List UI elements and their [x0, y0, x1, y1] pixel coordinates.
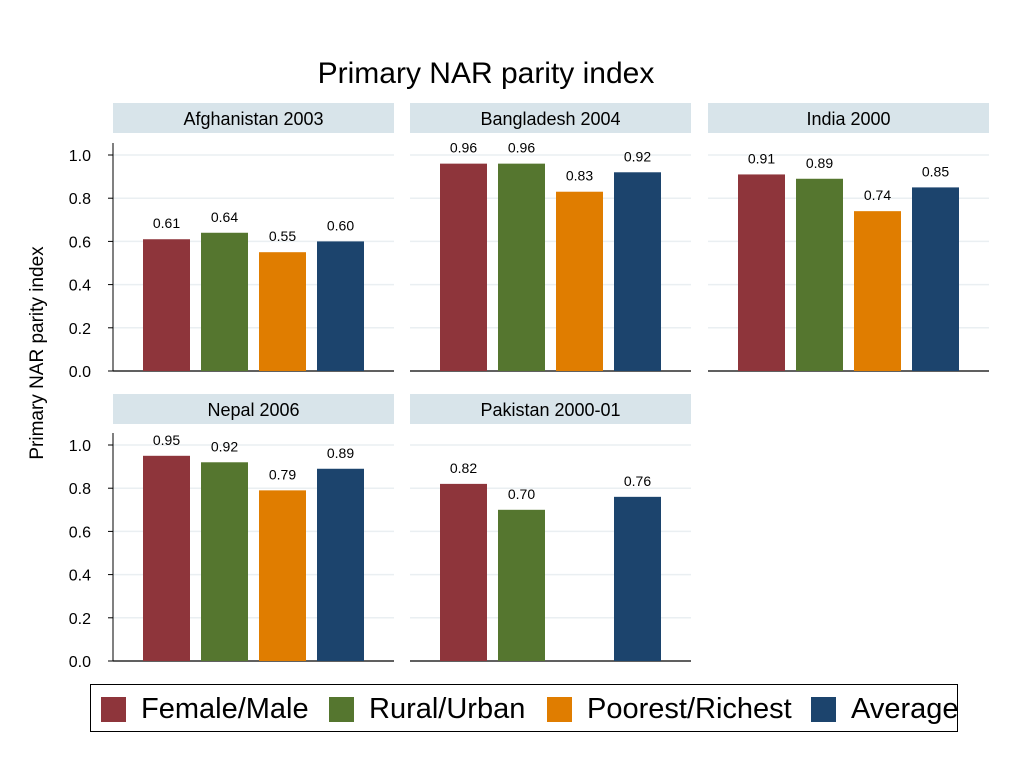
panel-title-bangladesh-2004: Bangladesh 2004	[480, 109, 620, 129]
y-tick-label: 1.0	[69, 148, 91, 165]
legend-item-average: Average	[811, 692, 959, 725]
legend-swatch-female-male	[101, 696, 126, 722]
chart-title: Primary NAR parity index	[318, 57, 655, 90]
data-label-nepal-2006-female-male: 0.95	[153, 432, 180, 448]
legend-item-poorest-richest: Poorest/Richest	[547, 692, 792, 725]
legend-label-rural-urban: Rural/Urban	[369, 692, 526, 725]
bar-pakistan-2000-01-average	[614, 496, 661, 661]
panel-title-afghanistan-2003: Afghanistan 2003	[183, 109, 323, 129]
panel-nepal-2006: Nepal 2006 0.0 0.2 0.4 0.6 0.8 1.0 0.95 0.92 0.79…	[69, 394, 394, 671]
panel-title-nepal-2006: Nepal 2006	[207, 400, 299, 420]
bar-pakistan-2000-01-rural-urban	[498, 509, 545, 661]
legend: Female/Male Rural/Urban Poorest/Richest …	[90, 684, 959, 732]
data-label-afghanistan-2003-poorest-richest: 0.55	[269, 228, 296, 244]
panel-title-pakistan-2000-01: Pakistan 2000-01	[480, 400, 620, 420]
data-label-india-2000-average: 0.85	[922, 163, 949, 179]
y-tick-label: 0.2	[69, 611, 91, 628]
panel-header-india-2000	[708, 103, 989, 133]
bar-nepal-2006-poorest-richest	[259, 490, 306, 661]
panels-group: Afghanistan 2003 0.0 0.2 0.4 0.6 0.8 1.0 0.61 0.…	[69, 103, 989, 671]
y-tick-label: 0.4	[69, 568, 91, 585]
bar-bangladesh-2004-rural-urban	[498, 163, 545, 371]
data-label-india-2000-poorest-richest: 0.74	[864, 187, 891, 203]
panel-title-india-2000: India 2000	[806, 109, 890, 129]
y-tick-label: 0.6	[69, 234, 91, 251]
bar-india-2000-rural-urban	[796, 178, 843, 371]
data-label-bangladesh-2004-female-male: 0.96	[450, 140, 477, 156]
data-label-afghanistan-2003-average: 0.60	[327, 217, 354, 233]
bar-nepal-2006-female-male	[143, 455, 190, 661]
bar-nepal-2006-average	[317, 468, 364, 661]
data-label-nepal-2006-rural-urban: 0.92	[211, 438, 238, 454]
bar-india-2000-poorest-richest	[854, 211, 901, 371]
data-label-pakistan-2000-01-average: 0.76	[624, 473, 651, 489]
panel-afghanistan-2003: Afghanistan 2003 0.0 0.2 0.4 0.6 0.8 1.0 0.61 0.…	[69, 103, 394, 381]
data-label-india-2000-female-male: 0.91	[748, 150, 775, 166]
legend-item-rural-urban: Rural/Urban	[329, 692, 526, 725]
bar-afghanistan-2003-rural-urban	[201, 232, 248, 371]
panel-header-bangladesh-2004	[410, 103, 691, 133]
legend-swatch-poorest-richest	[547, 696, 572, 722]
legend-label-poorest-richest: Poorest/Richest	[587, 692, 792, 725]
data-label-afghanistan-2003-rural-urban: 0.64	[211, 209, 238, 225]
bar-afghanistan-2003-poorest-richest	[259, 252, 306, 371]
y-tick-label: 0.4	[69, 278, 91, 295]
bar-bangladesh-2004-female-male	[440, 163, 487, 371]
panel-header-afghanistan-2003	[113, 103, 394, 133]
data-label-nepal-2006-average: 0.89	[327, 445, 354, 461]
legend-item-female-male: Female/Male	[101, 692, 309, 725]
y-tick-label: 0.0	[69, 654, 91, 671]
y-tick-label: 0.2	[69, 321, 91, 338]
y-axis-title: Primary NAR parity index	[27, 246, 48, 460]
panel-header-nepal-2006	[113, 394, 394, 424]
bar-bangladesh-2004-poorest-richest	[556, 191, 603, 371]
data-label-pakistan-2000-01-female-male: 0.82	[450, 460, 477, 476]
legend-label-average: Average	[851, 692, 959, 725]
panel-india-2000: India 2000 0.91 0.89 0.74 0.85	[708, 103, 989, 372]
y-tick-label: 1.0	[69, 438, 91, 455]
y-tick-label: 0.8	[69, 191, 91, 208]
y-tick-label: 0.6	[69, 524, 91, 541]
data-label-india-2000-rural-urban: 0.89	[806, 155, 833, 171]
bar-bangladesh-2004-average	[614, 172, 661, 371]
bar-afghanistan-2003-average	[317, 241, 364, 371]
bar-afghanistan-2003-female-male	[143, 239, 190, 371]
legend-swatch-rural-urban	[329, 696, 354, 722]
data-label-bangladesh-2004-poorest-richest: 0.83	[566, 168, 593, 184]
panel-header-pakistan-2000-01	[410, 394, 691, 424]
data-label-bangladesh-2004-average: 0.92	[624, 148, 651, 164]
data-label-pakistan-2000-01-rural-urban: 0.70	[508, 486, 535, 502]
legend-swatch-average	[811, 696, 836, 722]
y-tick-label: 0.0	[69, 364, 91, 381]
bar-pakistan-2000-01-female-male	[440, 483, 487, 661]
bar-india-2000-average	[912, 187, 959, 371]
legend-label-female-male: Female/Male	[141, 692, 309, 725]
y-tick-label: 0.8	[69, 481, 91, 498]
data-label-bangladesh-2004-rural-urban: 0.96	[508, 140, 535, 156]
panel-pakistan-2000-01: Pakistan 2000-01 0.82 0.70 0.76	[410, 394, 691, 662]
data-label-nepal-2006-poorest-richest: 0.79	[269, 466, 296, 482]
bar-india-2000-female-male	[738, 174, 785, 371]
data-label-afghanistan-2003-female-male: 0.61	[153, 215, 180, 231]
bar-nepal-2006-rural-urban	[201, 462, 248, 661]
